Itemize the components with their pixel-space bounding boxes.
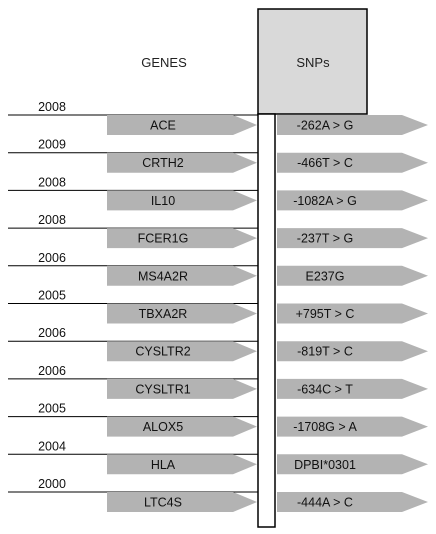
gene-arrow (107, 378, 257, 399)
rows: 2008 ACE -262A > G 2009 CRTH2 -466T > C 2008 IL… (8, 100, 428, 512)
snp-arrow (277, 228, 428, 249)
gene-label: TBXA2R (139, 307, 188, 321)
year-label: 2008 (38, 175, 66, 189)
gene-label: ACE (150, 119, 176, 133)
gene-row: 2004 HLA DPBI*0301 (8, 439, 428, 475)
gene-arrow (107, 228, 257, 249)
snp-arrow (277, 341, 428, 362)
snp-label: -1082A > G (293, 194, 357, 208)
snp-arrow (277, 115, 428, 135)
snp-label: -1708G > A (293, 420, 357, 434)
gene-arrow (107, 416, 257, 437)
year-label: 2009 (38, 138, 66, 152)
gene-label: HLA (151, 458, 176, 472)
snp-label: +795T > C (296, 307, 355, 321)
gene-row: 2008 ACE -262A > G (8, 100, 428, 135)
snp-label: -634C > T (297, 382, 353, 396)
gene-row: 2005 TBXA2R +795T > C (8, 289, 428, 324)
gene-label: CRTH2 (142, 156, 183, 170)
gene-row: 2008 IL10 -1082A > G (8, 175, 428, 211)
snp-label: DPBI*0301 (294, 458, 356, 472)
snp-label: -466T > C (297, 156, 353, 170)
gene-arrow (107, 115, 257, 135)
gene-row: 2006 MS4A2R E237G (8, 251, 428, 286)
gene-label: FCER1G (138, 232, 189, 246)
year-label: 2005 (38, 289, 66, 303)
gene-arrow (107, 303, 257, 324)
snp-label: E237G (306, 269, 345, 283)
gene-row: 2005 ALOX5 -1708G > A (8, 402, 428, 437)
year-label: 2006 (38, 326, 66, 340)
snp-label: -819T > C (297, 345, 353, 359)
year-label: 2000 (38, 477, 66, 491)
snp-arrow (277, 492, 428, 512)
gene-row: 2006 CYSLTR1 -634C > T (8, 364, 428, 399)
snp-arrow (277, 454, 428, 475)
gene-label: MS4A2R (138, 269, 188, 283)
snp-label: -237T > G (297, 232, 353, 246)
gene-arrow (107, 492, 257, 512)
snps-header: SNPs (296, 55, 330, 70)
snp-label: -444A > C (297, 496, 353, 510)
gene-label: CYSLTR1 (135, 382, 190, 396)
snp-label: -262A > G (297, 119, 354, 133)
year-label: 2005 (38, 402, 66, 416)
snps-header-box (257, 8, 368, 115)
gene-label: IL10 (151, 194, 175, 208)
year-label: 2008 (38, 213, 66, 227)
year-label: 2006 (38, 251, 66, 265)
gene-row: 2009 CRTH2 -466T > C (8, 138, 428, 173)
snps-column-bar (257, 113, 276, 528)
gene-row: 2000 LTC4S -444A > C (8, 477, 428, 512)
snp-arrow (277, 378, 428, 399)
snp-arrow (277, 303, 428, 324)
gene-arrow (107, 265, 257, 286)
gene-arrow (107, 454, 257, 475)
gene-arrow (107, 341, 257, 362)
snp-arrow (277, 190, 428, 211)
year-label: 2008 (38, 100, 66, 114)
snp-arrow (277, 152, 428, 173)
year-label: 2004 (38, 439, 66, 453)
gene-arrow (107, 190, 257, 211)
year-label: 2006 (38, 364, 66, 378)
snp-arrow (277, 416, 428, 437)
snp-arrow (277, 265, 428, 286)
gene-row: 2006 CYSLTR2 -819T > C (8, 326, 428, 362)
gene-label: LTC4S (144, 496, 182, 510)
gene-label: ALOX5 (143, 420, 183, 434)
genes-header: GENES (141, 55, 187, 70)
gene-label: CYSLTR2 (135, 345, 190, 359)
gene-arrow (107, 152, 257, 173)
gene-row: 2008 FCER1G -237T > G (8, 213, 428, 249)
